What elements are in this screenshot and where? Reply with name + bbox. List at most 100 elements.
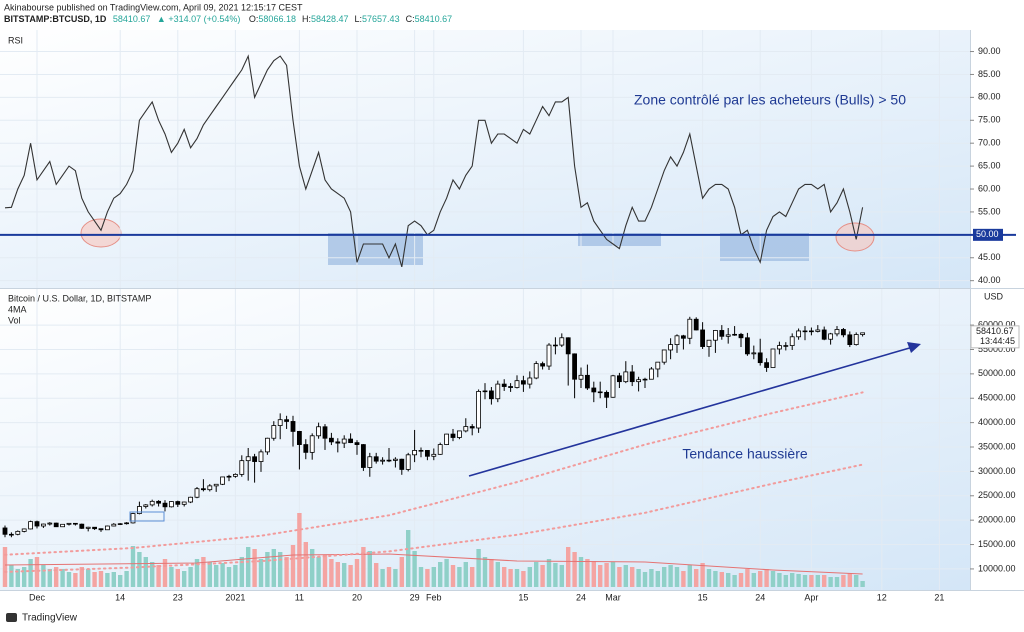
- volume-bar: [610, 562, 616, 587]
- volume-bar: [668, 565, 673, 587]
- countdown: 13:44:45: [980, 336, 1015, 346]
- candle-body: [687, 318, 693, 339]
- candle-body: [303, 444, 309, 453]
- candle-body: [604, 391, 610, 398]
- candle-body: [72, 522, 78, 525]
- volume-bar: [489, 559, 494, 587]
- volume-bar: [431, 567, 436, 587]
- candle-body: [373, 456, 379, 462]
- candle-body: [738, 333, 744, 339]
- candle-body: [207, 485, 213, 491]
- candle-body: [764, 362, 770, 368]
- volume-bar: [642, 572, 648, 587]
- annotation: Zone contrôlé par les acheteurs (Bulls) …: [634, 92, 906, 108]
- volume-bar: [527, 567, 533, 587]
- candle-body: [469, 426, 475, 429]
- volume-bar: [290, 545, 296, 587]
- volume-bar: [828, 577, 833, 587]
- x-tick-label: 20: [352, 592, 362, 602]
- candle-body: [713, 330, 718, 341]
- candle-body: [661, 349, 667, 363]
- candle-body: [674, 335, 680, 345]
- volume-bar: [2, 547, 8, 587]
- candle-body: [53, 522, 59, 528]
- y-tick-label: 30000.00: [978, 466, 1016, 476]
- volume-bar: [284, 557, 289, 587]
- candle-body: [482, 390, 488, 393]
- ohlc-value: 58066.18: [258, 14, 296, 24]
- candle-body: [649, 368, 654, 380]
- candle-body: [777, 345, 782, 350]
- candle-body: [681, 335, 686, 339]
- volume-bar: [226, 567, 232, 587]
- candle-body: [136, 506, 142, 514]
- candle-body: [111, 523, 117, 527]
- candle-body: [501, 383, 507, 387]
- volume-bar: [450, 565, 456, 587]
- volume-bar: [105, 573, 110, 587]
- y-tick-label: 20000.00: [978, 515, 1016, 525]
- x-tick-label: 15: [518, 592, 528, 602]
- volume-bar: [751, 573, 757, 587]
- candle-body: [296, 431, 302, 445]
- candle-body: [188, 496, 193, 503]
- volume-ma: [4, 553, 863, 575]
- volume-bar: [700, 563, 705, 587]
- volume-bar: [841, 575, 846, 587]
- volume-bar: [463, 562, 468, 587]
- volume-bar: [28, 559, 33, 587]
- volume-bar: [47, 569, 52, 587]
- volume-bar: [514, 569, 520, 587]
- volume-bar: [777, 573, 782, 587]
- volume-bar: [66, 572, 72, 587]
- volume-bar: [623, 565, 629, 587]
- candle-body: [15, 530, 21, 535]
- moving-average: [4, 463, 864, 573]
- volume-bar: [239, 557, 244, 587]
- y-tick-label: 40.00: [978, 275, 1001, 285]
- y-tick-label: 50000.00: [978, 368, 1016, 378]
- candle-body: [309, 435, 315, 453]
- y-tick-label: 45000.00: [978, 393, 1016, 403]
- volume-bar: [860, 581, 865, 587]
- candle-body: [585, 374, 590, 389]
- volume-bar: [790, 573, 795, 587]
- candle-body: [380, 459, 385, 462]
- volume-bar: [41, 565, 46, 587]
- candle-body: [98, 528, 104, 531]
- vol-label: Vol: [8, 315, 21, 325]
- volume-bar: [572, 552, 577, 587]
- volume-bar: [124, 571, 129, 587]
- x-tick-label: 12: [877, 592, 887, 602]
- volume-bar: [21, 567, 27, 587]
- volume-bar: [617, 567, 622, 587]
- volume-bar: [137, 552, 142, 587]
- ohlc-value: 58410.67: [415, 14, 453, 24]
- candle-body: [732, 333, 738, 336]
- candle-body: [629, 371, 635, 383]
- rsi-line: [4, 54, 864, 268]
- volume-bar: [233, 565, 238, 587]
- volume-bar: [73, 573, 78, 587]
- volume-bar: [476, 549, 481, 587]
- candle-body: [828, 333, 834, 340]
- candle-body: [450, 433, 456, 438]
- y-tick-label: 85.00: [978, 69, 1001, 79]
- volume-bar: [117, 575, 123, 587]
- moving-average: [4, 391, 864, 556]
- volume-bar: [706, 569, 712, 587]
- candle-body: [578, 374, 584, 380]
- volume-bar: [322, 555, 328, 587]
- x-tick-label: 11: [295, 592, 304, 602]
- candle-body: [220, 476, 225, 485]
- volume-bar: [681, 571, 686, 587]
- candle-body: [745, 337, 750, 355]
- arrow-head: [907, 342, 921, 353]
- candle-body: [796, 330, 802, 338]
- volume-bar: [98, 571, 104, 587]
- volume-bar: [213, 565, 219, 587]
- candle-body: [85, 526, 91, 529]
- candle-body: [809, 330, 814, 333]
- volume-bar: [53, 567, 59, 587]
- candle-body: [232, 473, 238, 477]
